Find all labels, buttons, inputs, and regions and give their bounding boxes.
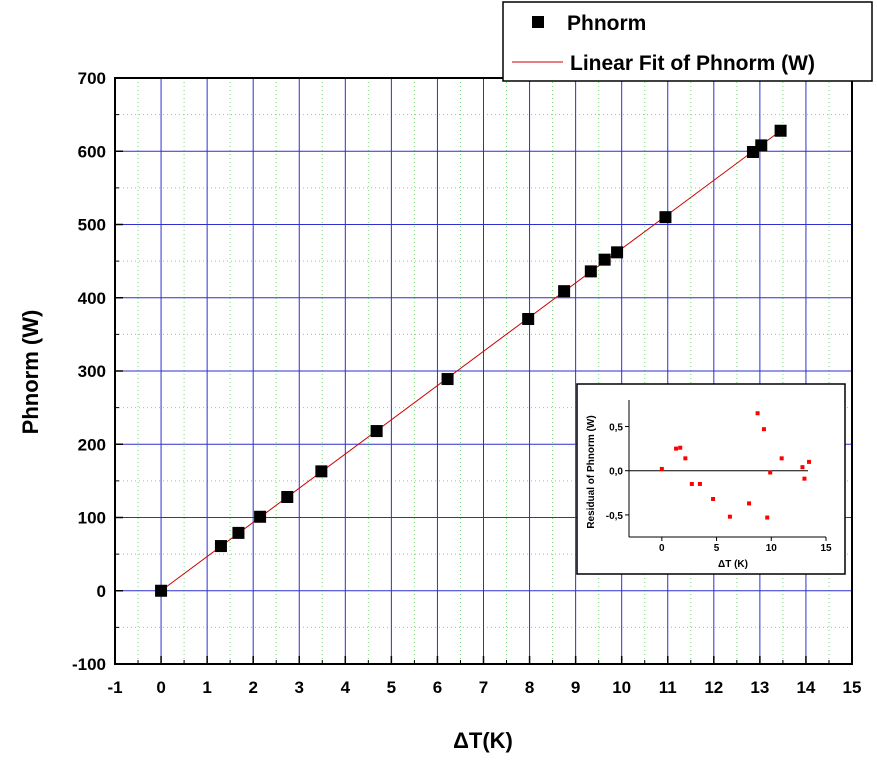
data-points bbox=[155, 124, 787, 597]
inset-data-points bbox=[659, 411, 812, 520]
inset-x-tick-label: 10 bbox=[766, 543, 778, 554]
inset-y-axis-title: Residual of Phnorm (W) bbox=[586, 415, 597, 528]
x-tick-label: 5 bbox=[387, 678, 396, 697]
data-point bbox=[774, 124, 787, 137]
x-tick-label: 8 bbox=[525, 678, 534, 697]
x-tick-label: 0 bbox=[156, 678, 165, 697]
x-tick-label: 12 bbox=[704, 678, 723, 697]
y-tick-label: 0 bbox=[97, 582, 106, 601]
legend-marker-square bbox=[532, 16, 544, 28]
inset-data-point bbox=[761, 427, 766, 432]
data-point bbox=[214, 540, 227, 553]
inset-chart: 0 5 10 15 -0,5 0,0 0,5 ΔT (K) Residual of Phn… bbox=[576, 383, 846, 575]
inset-x-tick-label: 15 bbox=[820, 543, 832, 554]
data-point bbox=[232, 526, 245, 539]
inset-data-point bbox=[747, 501, 752, 506]
inset-data-point bbox=[807, 459, 812, 464]
x-tick-label: 3 bbox=[295, 678, 304, 697]
data-point bbox=[558, 285, 571, 298]
y-tick-label: 100 bbox=[78, 509, 106, 528]
axis-ticks bbox=[114, 77, 853, 665]
x-tick-label: 11 bbox=[659, 678, 677, 697]
y-tick-label: 600 bbox=[78, 142, 106, 161]
inset-data-point bbox=[727, 514, 732, 519]
inset-axes bbox=[625, 400, 827, 541]
inset-data-point bbox=[802, 476, 807, 481]
x-tick-label: 15 bbox=[843, 678, 862, 697]
y-axis-title: Phnorm (W) bbox=[18, 310, 43, 435]
x-tick-label: 4 bbox=[341, 678, 351, 697]
x-tick-label: 13 bbox=[750, 678, 769, 697]
inset-x-tick-label: 0 bbox=[659, 543, 665, 554]
data-point bbox=[281, 490, 294, 503]
inset-x-axis-title: ΔT (K) bbox=[718, 559, 748, 570]
x-tick-label: 7 bbox=[479, 678, 488, 697]
x-tick-labels: -1 0 1 2 3 4 5 6 7 8 9 10 11 12 13 14 15 bbox=[107, 678, 861, 697]
data-point bbox=[659, 211, 672, 224]
inset-y-tick-label: -0,5 bbox=[606, 511, 624, 522]
inset-data-point bbox=[779, 456, 784, 461]
data-point bbox=[441, 373, 454, 386]
inset-data-point bbox=[697, 481, 702, 486]
y-tick-labels: -100 0 100 200 300 400 500 600 700 bbox=[72, 69, 106, 674]
inset-data-point bbox=[689, 481, 694, 486]
y-tick-label: -100 bbox=[72, 655, 106, 674]
inset-data-point bbox=[683, 456, 688, 461]
y-tick-label: 300 bbox=[78, 362, 106, 381]
x-tick-label: 2 bbox=[248, 678, 257, 697]
data-point bbox=[315, 465, 328, 478]
y-tick-label: 700 bbox=[78, 69, 106, 88]
inset-y-tick-labels: -0,5 0,0 0,5 bbox=[606, 423, 624, 522]
inset-y-tick-label: 0,0 bbox=[609, 467, 623, 478]
x-tick-label: -1 bbox=[107, 678, 122, 697]
inset-data-point bbox=[768, 470, 773, 475]
legend-label-phnorm: Phnorm bbox=[567, 12, 646, 35]
x-axis-title: ΔT(K) bbox=[453, 728, 513, 753]
inset-x-tick-labels: 0 5 10 15 bbox=[659, 543, 832, 554]
y-tick-label: 200 bbox=[78, 435, 106, 454]
inset-data-point bbox=[678, 445, 683, 450]
inset-box bbox=[576, 383, 846, 575]
data-point bbox=[254, 510, 267, 523]
data-point bbox=[598, 253, 611, 266]
data-point bbox=[584, 265, 597, 278]
x-tick-label: 10 bbox=[612, 678, 631, 697]
x-tick-label: 9 bbox=[571, 678, 580, 697]
inset-data-point bbox=[659, 466, 664, 471]
inset-data-point bbox=[711, 496, 716, 501]
x-tick-label: 1 bbox=[202, 678, 211, 697]
inset-y-tick-label: 0,5 bbox=[609, 423, 623, 434]
inset-data-point bbox=[755, 411, 760, 416]
data-point bbox=[370, 425, 383, 438]
x-tick-label: 6 bbox=[433, 678, 442, 697]
data-point bbox=[522, 312, 535, 325]
y-tick-label: 500 bbox=[78, 216, 106, 235]
inset-data-point bbox=[800, 465, 805, 470]
x-tick-label: 14 bbox=[796, 678, 815, 697]
legend-box bbox=[502, 1, 873, 82]
inset-x-tick-label: 5 bbox=[714, 543, 720, 554]
y-tick-label: 400 bbox=[78, 289, 106, 308]
data-point bbox=[155, 584, 168, 597]
legend: Phnorm Linear Fit of Phnorm (W) bbox=[502, 1, 873, 82]
inset-data-point bbox=[674, 446, 679, 451]
legend-label-fit: Linear Fit of Phnorm (W) bbox=[570, 52, 815, 75]
data-point bbox=[611, 246, 624, 259]
inset-data-point bbox=[765, 515, 770, 520]
data-point bbox=[755, 139, 768, 152]
